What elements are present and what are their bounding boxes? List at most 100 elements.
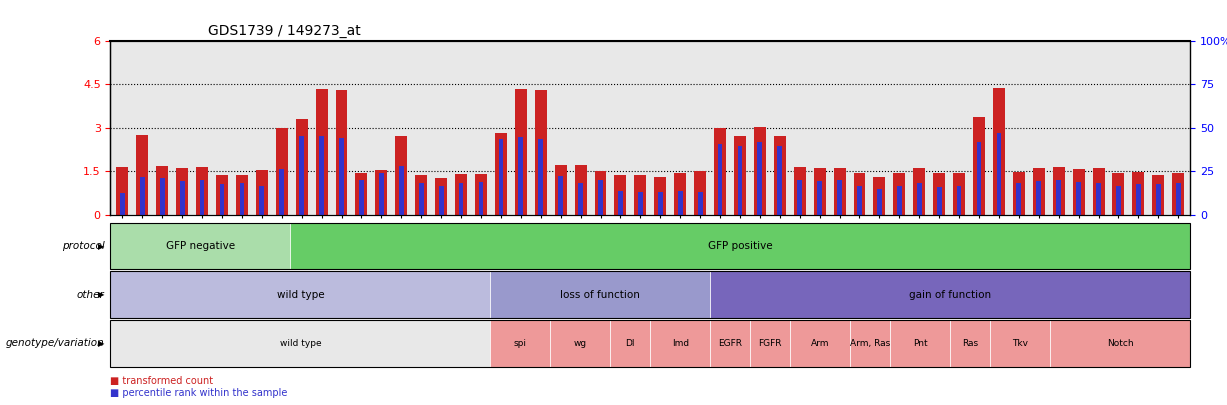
Bar bbox=[519, 137, 523, 215]
Bar bbox=[698, 192, 703, 215]
Bar bbox=[1053, 167, 1065, 215]
Bar bbox=[136, 135, 148, 215]
Bar bbox=[973, 117, 985, 215]
Bar bbox=[1037, 181, 1042, 215]
Bar bbox=[280, 169, 285, 215]
Bar bbox=[837, 180, 842, 215]
Text: GFP positive: GFP positive bbox=[708, 241, 773, 251]
Bar bbox=[618, 192, 623, 215]
Text: GDS1739 / 149273_at: GDS1739 / 149273_at bbox=[207, 24, 361, 38]
Text: ▶: ▶ bbox=[98, 241, 104, 251]
Bar bbox=[634, 175, 647, 215]
Bar bbox=[757, 142, 762, 215]
Bar bbox=[239, 183, 244, 215]
Bar bbox=[399, 166, 404, 215]
Bar bbox=[574, 165, 587, 215]
Bar bbox=[319, 136, 324, 215]
Bar bbox=[539, 139, 544, 215]
Bar bbox=[814, 168, 826, 215]
Bar bbox=[455, 174, 467, 215]
Bar bbox=[917, 183, 921, 215]
Bar bbox=[296, 119, 308, 215]
Bar bbox=[694, 171, 706, 215]
Text: gain of function: gain of function bbox=[909, 290, 991, 300]
Text: wild type: wild type bbox=[280, 339, 321, 348]
Bar bbox=[1096, 183, 1101, 215]
Bar bbox=[459, 183, 464, 215]
Bar bbox=[236, 175, 248, 215]
Bar bbox=[638, 192, 643, 215]
Text: Dl: Dl bbox=[626, 339, 636, 348]
Text: ■ transformed count: ■ transformed count bbox=[110, 376, 213, 386]
Text: other: other bbox=[76, 290, 104, 300]
Bar bbox=[180, 181, 184, 215]
Bar bbox=[479, 182, 483, 215]
Bar bbox=[737, 145, 742, 215]
Bar bbox=[877, 189, 882, 215]
Text: Arm: Arm bbox=[811, 339, 829, 348]
Bar bbox=[276, 128, 288, 215]
Bar bbox=[854, 173, 865, 215]
Bar bbox=[953, 173, 966, 215]
Bar bbox=[177, 168, 188, 215]
Bar bbox=[858, 186, 861, 215]
Bar bbox=[578, 183, 583, 215]
Bar bbox=[774, 136, 785, 215]
Bar bbox=[156, 166, 168, 215]
Bar bbox=[1056, 180, 1061, 215]
Bar bbox=[1016, 183, 1021, 215]
Bar bbox=[615, 175, 627, 215]
Text: EGFR: EGFR bbox=[718, 339, 742, 348]
Bar bbox=[1113, 173, 1124, 215]
Text: Arm, Ras: Arm, Ras bbox=[850, 339, 891, 348]
Bar bbox=[658, 192, 663, 215]
Bar bbox=[1175, 183, 1180, 215]
Bar bbox=[535, 90, 547, 215]
Bar bbox=[515, 89, 526, 215]
Bar bbox=[216, 175, 228, 215]
Text: spi: spi bbox=[514, 339, 526, 348]
Bar bbox=[897, 186, 902, 215]
Bar bbox=[356, 173, 367, 215]
Bar bbox=[120, 193, 125, 215]
Bar bbox=[798, 180, 802, 215]
Bar bbox=[874, 177, 886, 215]
Text: Ras: Ras bbox=[962, 339, 978, 348]
Bar bbox=[1076, 182, 1081, 215]
Bar bbox=[160, 178, 164, 215]
Text: Tkv: Tkv bbox=[1012, 339, 1028, 348]
Bar bbox=[498, 139, 503, 215]
Bar bbox=[993, 88, 1005, 215]
Bar bbox=[335, 90, 347, 215]
Bar bbox=[977, 142, 982, 215]
Bar bbox=[734, 136, 746, 215]
Bar bbox=[1152, 175, 1164, 215]
Bar bbox=[439, 186, 443, 215]
Bar bbox=[936, 187, 941, 215]
Text: Pnt: Pnt bbox=[913, 339, 928, 348]
Bar bbox=[140, 177, 145, 215]
Bar bbox=[494, 133, 507, 215]
Bar bbox=[259, 185, 264, 215]
Bar bbox=[1117, 186, 1120, 215]
Bar bbox=[1136, 184, 1141, 215]
Bar bbox=[934, 173, 945, 215]
Bar bbox=[1156, 184, 1161, 215]
Bar bbox=[220, 184, 225, 215]
Text: wild type: wild type bbox=[276, 290, 324, 300]
Text: ■ percentile rank within the sample: ■ percentile rank within the sample bbox=[110, 388, 288, 398]
Bar bbox=[794, 167, 806, 215]
Bar bbox=[555, 165, 567, 215]
Bar bbox=[1092, 168, 1104, 215]
Bar bbox=[893, 173, 906, 215]
Bar bbox=[714, 128, 726, 215]
Text: FGFR: FGFR bbox=[758, 339, 782, 348]
Bar bbox=[996, 133, 1001, 215]
Bar bbox=[817, 181, 822, 215]
Bar bbox=[677, 192, 682, 215]
Text: GFP negative: GFP negative bbox=[166, 241, 236, 251]
Bar bbox=[913, 168, 925, 215]
Bar bbox=[1133, 172, 1145, 215]
Bar bbox=[436, 178, 447, 215]
Text: ▶: ▶ bbox=[98, 290, 104, 299]
